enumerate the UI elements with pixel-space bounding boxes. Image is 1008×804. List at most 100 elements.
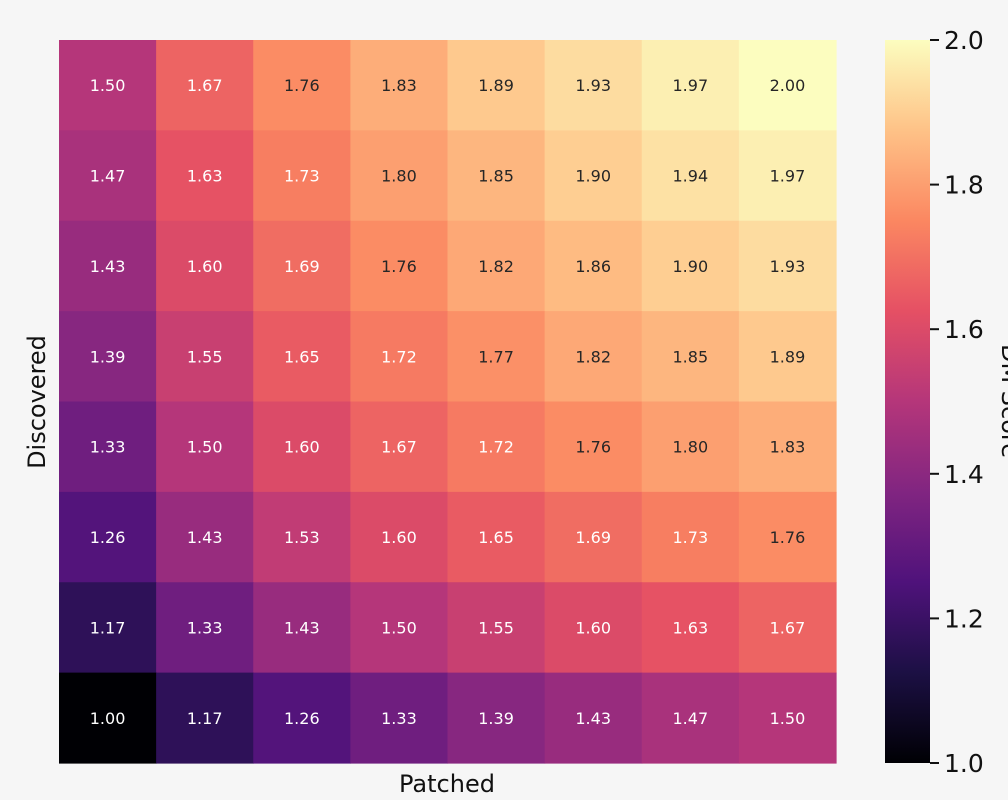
heatmap-cell-label: 1.53 [284, 528, 320, 547]
heatmap-cell [156, 130, 254, 222]
heatmap-cell [447, 672, 546, 764]
heatmap-cell [350, 311, 449, 403]
heatmap-cell [253, 220, 351, 312]
heatmap-cell [59, 401, 157, 493]
heatmap-cell [738, 220, 837, 312]
heatmap-cell-label: 1.60 [575, 618, 611, 637]
heatmap-cell-label: 1.00 [90, 709, 126, 728]
colorbar-ticks: 1.0 1.2 1.4 1.6 1.8 2.0 [930, 26, 984, 778]
heatmap-cell-label: 1.89 [478, 76, 514, 95]
heatmap-cell [59, 672, 157, 764]
heatmap-cell-label: 1.63 [187, 167, 223, 186]
heatmap-cell-label: 1.85 [478, 167, 514, 186]
heatmap-cell [738, 582, 837, 674]
heatmap-cell-label: 1.69 [575, 528, 611, 547]
heatmap-cell-label: 1.80 [381, 167, 417, 186]
heatmap-cell-label: 1.39 [478, 709, 514, 728]
heatmap-cell [350, 40, 449, 131]
heatmap-cell [59, 311, 157, 403]
heatmap-cell-label: 1.26 [284, 709, 320, 728]
heatmap-cell-label: 1.72 [381, 347, 417, 366]
heatmap-cell [447, 130, 546, 222]
heatmap-cell-label: 1.67 [770, 618, 806, 637]
heatmap-cell-label: 1.26 [90, 528, 126, 547]
heatmap-cell [641, 40, 740, 131]
heatmap-cell [447, 311, 546, 403]
heatmap-cell-label: 1.43 [284, 618, 320, 637]
heatmap-cell [447, 220, 546, 312]
heatmap-cell-label: 1.43 [575, 709, 611, 728]
heatmap-cell [641, 220, 740, 312]
heatmap-cell-label: 1.43 [90, 257, 126, 276]
heatmap-cell [59, 40, 157, 131]
heatmap-cell [253, 40, 351, 131]
heatmap-cell-label: 1.50 [187, 438, 223, 457]
heatmap-cell [59, 491, 157, 583]
heatmap-cell [253, 401, 351, 493]
heatmap-cell [253, 672, 351, 764]
colorbar [885, 40, 930, 763]
heatmap-cell [738, 491, 837, 583]
heatmap-cell [253, 491, 351, 583]
heatmap-cell-label: 1.63 [673, 618, 709, 637]
heatmap-cell-label: 1.97 [673, 76, 709, 95]
heatmap-cell [156, 491, 254, 583]
heatmap-cell [156, 40, 254, 131]
heatmap-cell [253, 311, 351, 403]
heatmap-cell-label: 1.60 [187, 257, 223, 276]
heatmap-cell-labels: 1.50 1.67 1.76 1.83 1.89 1.93 1.97 2.00 1.47 1.63… [90, 76, 806, 728]
heatmap-cell [544, 491, 643, 583]
heatmap-cell-label: 1.33 [187, 618, 223, 637]
heatmap-cell-label: 1.60 [284, 438, 320, 457]
heatmap-cell [253, 130, 351, 222]
heatmap-cell-label: 1.76 [770, 528, 806, 547]
heatmap-cell [447, 491, 546, 583]
heatmap-cell-label: 1.50 [770, 709, 806, 728]
heatmap-cell-label: 1.82 [478, 257, 514, 276]
heatmap-cell-label: 1.55 [478, 618, 514, 637]
heatmap-cell-label: 2.00 [770, 76, 806, 95]
heatmap-cell [156, 311, 254, 403]
colorbar-tick-label: 1.8 [944, 171, 984, 200]
heatmap-cell [350, 672, 449, 764]
heatmap-cell-label: 1.33 [381, 709, 417, 728]
heatmap-cell-label: 1.73 [673, 528, 709, 547]
heatmap-cell [738, 401, 837, 493]
heatmap-cell-label: 1.82 [575, 347, 611, 366]
heatmap-cell [59, 130, 157, 222]
heatmap-cell-label: 1.43 [187, 528, 223, 547]
heatmap-cell [738, 672, 837, 764]
heatmap-cell-label: 1.67 [381, 438, 417, 457]
heatmap-cell-label: 1.93 [575, 76, 611, 95]
heatmap-cell-label: 1.47 [673, 709, 709, 728]
colorbar-label: DM Score [996, 344, 1008, 458]
heatmap-cell [544, 672, 643, 764]
colorbar-tick-label: 1.4 [944, 460, 984, 489]
heatmap-cell [156, 220, 254, 312]
heatmap-cell [350, 491, 449, 583]
heatmap-cell [156, 672, 254, 764]
heatmap-cell [350, 130, 449, 222]
heatmap-cell-label: 1.77 [478, 347, 514, 366]
heatmap-cell [738, 311, 837, 403]
heatmap-cell [156, 401, 254, 493]
heatmap-cell-label: 1.72 [478, 438, 514, 457]
heatmap-cell-label: 1.86 [575, 257, 611, 276]
heatmap-cell [59, 220, 157, 312]
heatmap-cell [641, 401, 740, 493]
heatmap-cell-label: 1.60 [381, 528, 417, 547]
heatmap-cell-label: 1.90 [575, 167, 611, 186]
colorbar-tick-label: 1.2 [944, 604, 984, 633]
heatmap-cell-label: 1.69 [284, 257, 320, 276]
heatmap-cell-label: 1.93 [770, 257, 806, 276]
heatmap-cell [738, 130, 837, 222]
heatmap-cell [350, 401, 449, 493]
heatmap-cells [59, 40, 837, 764]
heatmap-cell [544, 220, 643, 312]
heatmap-cell [641, 672, 740, 764]
heatmap-cell [350, 582, 449, 674]
heatmap-cell-label: 1.33 [90, 438, 126, 457]
heatmap-cell [59, 582, 157, 674]
